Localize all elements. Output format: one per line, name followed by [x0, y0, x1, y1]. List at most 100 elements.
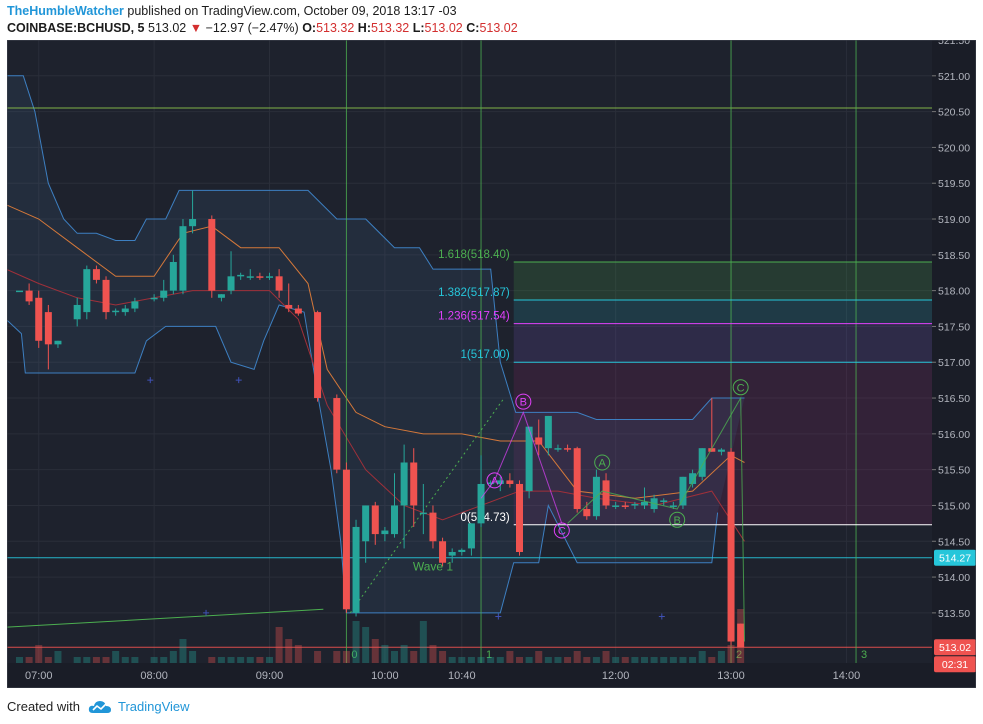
candle-body	[275, 276, 283, 291]
candle-body	[102, 279, 110, 313]
fib-level-label: 1(517.00)	[460, 349, 509, 361]
volume-bar	[256, 657, 264, 663]
volume-bar	[160, 657, 168, 663]
candle-body	[266, 276, 273, 278]
publish-header: TheHumbleWatcher published on TradingVie…	[7, 4, 457, 18]
y-tick-label: 514.00	[938, 572, 970, 584]
author-name[interactable]: TheHumbleWatcher	[7, 4, 124, 18]
volume-bar	[698, 651, 706, 663]
x-tick-label: 10:00	[371, 670, 399, 682]
candle-body	[583, 509, 591, 517]
symbol-name: COINBASE:BCHUSD, 5	[7, 21, 145, 35]
open-value: 513.32	[316, 21, 355, 35]
fib-zone	[513, 323, 932, 363]
candle-body	[506, 480, 514, 484]
high-label: H:	[357, 21, 371, 35]
publish-info: published on TradingView.com, October 09…	[127, 4, 457, 18]
volume-bar	[179, 639, 187, 663]
tradingview-brand: TradingView	[117, 699, 190, 714]
candle-body	[535, 437, 543, 445]
y-tick-label: 519.50	[938, 178, 970, 190]
cross-marker	[147, 377, 154, 384]
volume-bar	[217, 657, 225, 663]
y-tick-label: 514.50	[938, 536, 970, 548]
y-tick-label: 519.00	[938, 214, 970, 226]
wave-marker-label: C	[737, 382, 745, 394]
volume-bar	[285, 639, 293, 663]
y-tick-label: 517.50	[938, 321, 970, 333]
volume-bar	[525, 657, 533, 663]
high-value: 513.32	[371, 21, 410, 35]
y-tick-label: 520.00	[938, 142, 970, 154]
candle-body	[121, 308, 129, 313]
candle-body	[25, 290, 33, 302]
low-label: L:	[412, 21, 425, 35]
fib-level-label: 1.618(518.40)	[438, 249, 510, 261]
volume-bar	[294, 645, 302, 663]
candle-body	[516, 483, 523, 553]
volume-bar	[669, 657, 677, 663]
candle-body	[669, 505, 677, 507]
candle-body	[612, 505, 620, 507]
candle-body	[160, 290, 168, 298]
cross-marker	[658, 613, 665, 620]
wave-marker-label: A	[599, 457, 607, 469]
wave-label: Wave 1	[413, 559, 454, 573]
fib-level-label: 1.382(517.87)	[438, 287, 510, 299]
fib-level-label: 0(514.73)	[460, 512, 509, 524]
candle-body	[217, 294, 225, 298]
candle-body	[487, 482, 495, 485]
volume-bar	[314, 651, 322, 663]
candle-body	[410, 462, 418, 506]
candle-body	[573, 448, 581, 510]
candle-body	[342, 469, 350, 610]
candle-body	[554, 448, 562, 450]
candle-body	[371, 505, 379, 535]
candle-body	[544, 415, 552, 449]
volume-bar	[73, 657, 81, 663]
candle-body	[179, 226, 187, 291]
wave-marker-circle	[486, 472, 503, 489]
price-chart[interactable]: 521.50 521.00 520.50 520.00 519.50 519.00 518.…	[7, 40, 976, 688]
volume-bar	[16, 657, 23, 663]
volume-bar	[44, 657, 52, 663]
volume-bar	[621, 657, 629, 663]
channel-fill	[7, 75, 745, 613]
price-badge-label: 514.27	[939, 553, 971, 565]
volume-bar	[400, 645, 408, 663]
candle-body	[352, 526, 360, 613]
volume-bar	[381, 645, 389, 663]
price-badge-label: 513.02	[939, 642, 971, 654]
candle-body	[525, 426, 533, 492]
volume-bar	[342, 651, 350, 663]
candle-body	[362, 505, 370, 542]
channel-upper-line	[7, 75, 745, 420]
volume-bar	[467, 657, 475, 663]
wave-count-label: 3	[861, 649, 867, 661]
volume-bar	[169, 651, 177, 663]
volume-bar	[227, 657, 235, 663]
volume-bar	[448, 657, 456, 663]
x-tick-label: 14:00	[833, 670, 861, 682]
created-with-text: Created with	[7, 699, 80, 714]
channel-lower-line	[7, 304, 719, 614]
wave-count-label: 0	[351, 649, 357, 661]
candle-body	[208, 219, 216, 291]
candle-body	[429, 512, 437, 542]
candle-body	[391, 505, 398, 535]
volume-bar	[631, 657, 639, 663]
volume-bar	[352, 621, 360, 663]
cross-marker	[203, 609, 210, 616]
y-tick-label: 517.00	[938, 357, 970, 369]
low-value: 513.02	[424, 21, 463, 35]
price-badge	[934, 656, 976, 673]
candle-body	[458, 549, 466, 553]
candle-body	[698, 448, 706, 477]
candle-body	[679, 476, 687, 506]
wave-marker-circle	[594, 454, 611, 471]
price-badge	[934, 549, 976, 566]
wave-projection-dotted-line	[349, 397, 505, 614]
tradingview-link[interactable]: TradingView	[88, 699, 190, 714]
candle-body	[660, 500, 668, 502]
volume-bar	[92, 657, 100, 663]
